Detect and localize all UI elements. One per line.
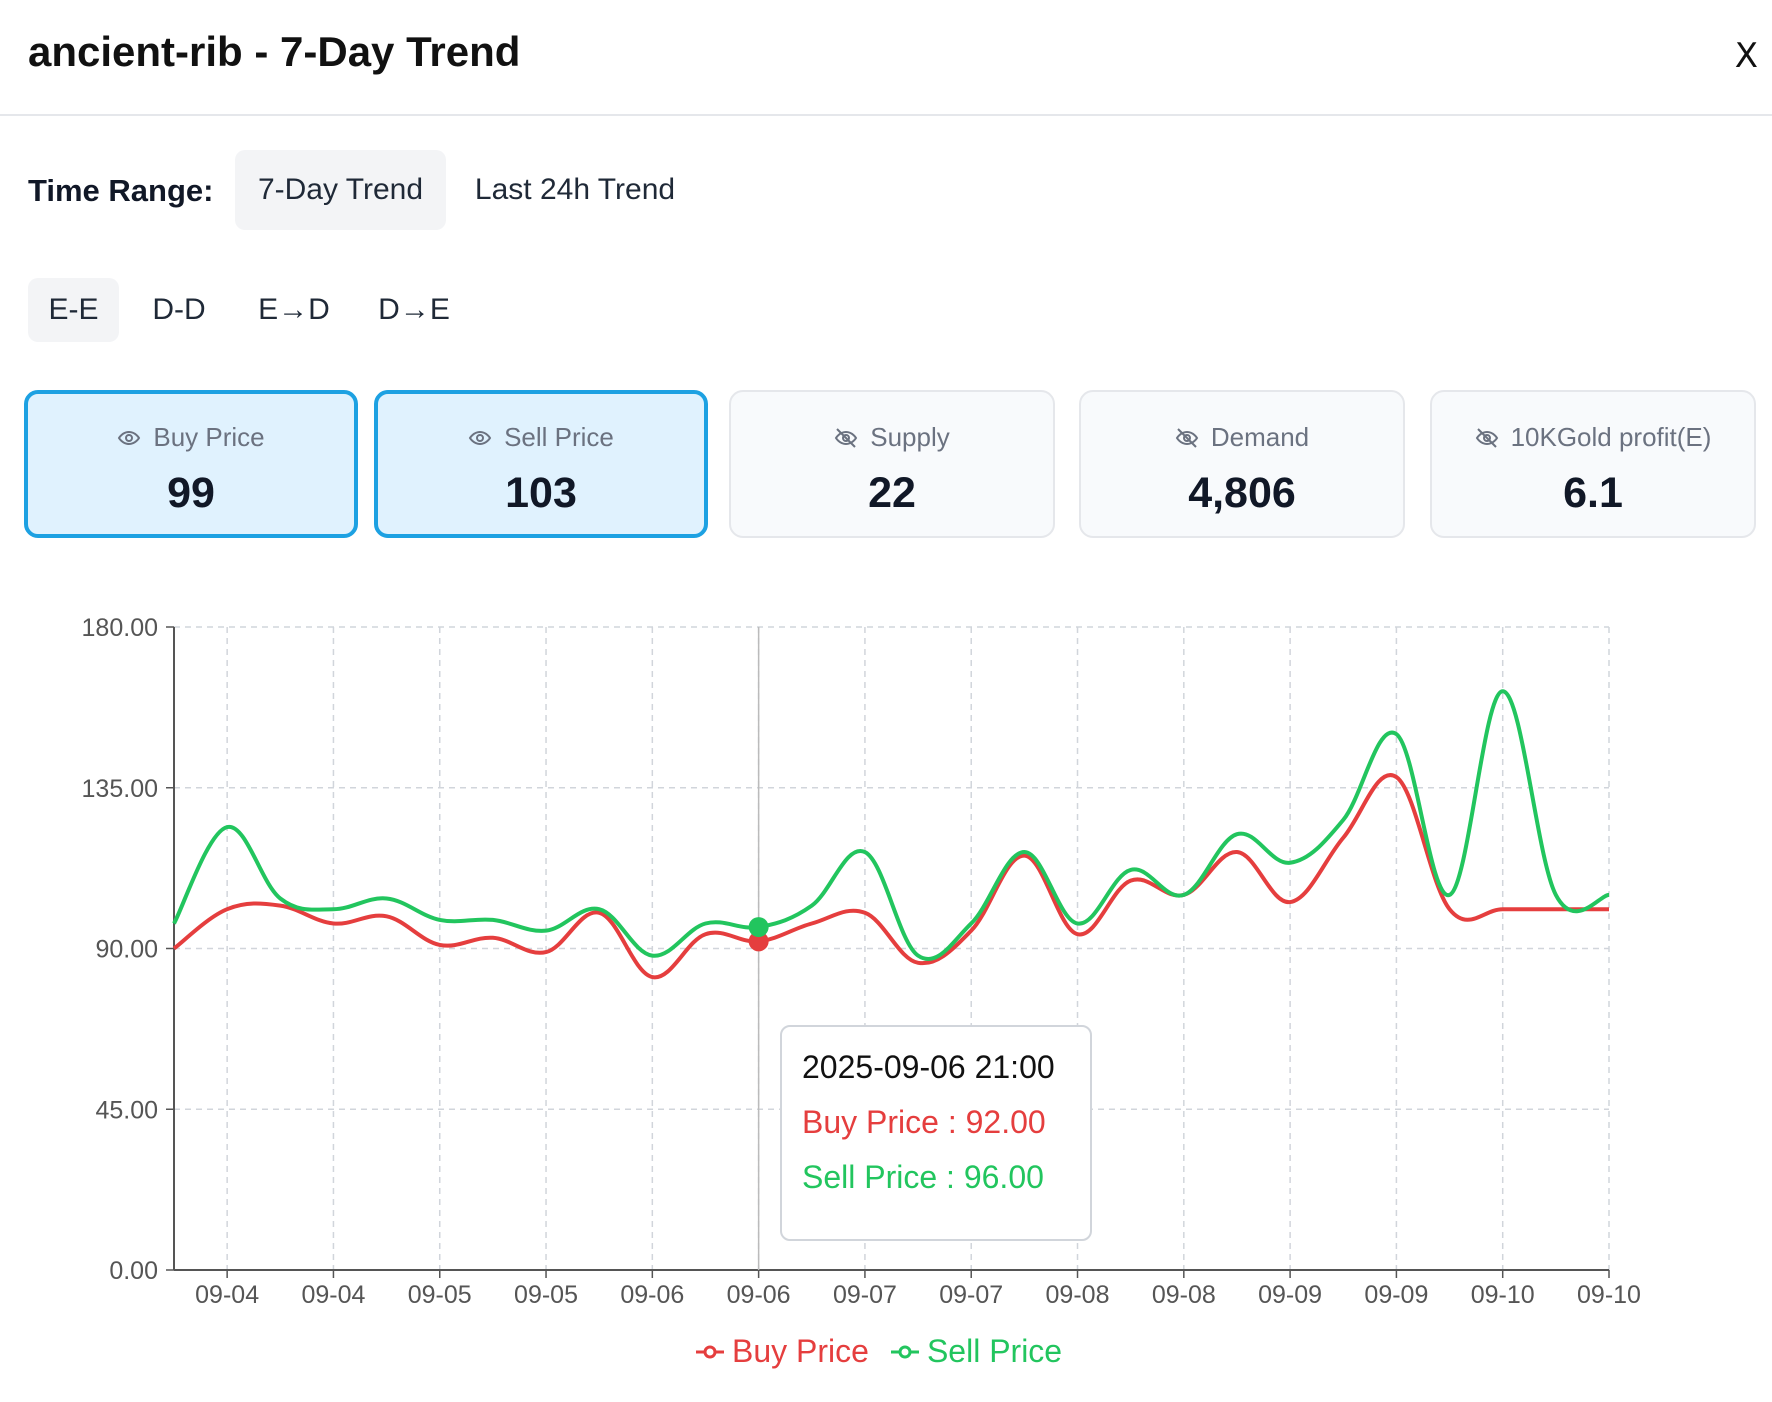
metric-value: 103 — [505, 469, 577, 517]
metric-label: Buy Price — [153, 422, 265, 452]
eye-off-icon — [1175, 427, 1199, 448]
eye-off-icon — [1475, 427, 1498, 448]
metric-card-supply[interactable]: Supply 22 — [729, 390, 1055, 538]
metric-card-demand[interactable]: Demand 4,806 — [1079, 390, 1405, 538]
line-marker-icon — [890, 1345, 919, 1358]
metric-card-buy-price[interactable]: Buy Price 99 — [24, 390, 358, 538]
mode-d-d[interactable]: D-D — [152, 293, 206, 326]
x-tick-label: 09-10 — [1471, 1281, 1535, 1309]
legend-item-sell[interactable]: Sell Price — [890, 1333, 1063, 1370]
eye-icon — [118, 430, 141, 445]
x-tick-label: 09-05 — [514, 1281, 578, 1309]
x-tick-label: 09-09 — [1364, 1281, 1428, 1309]
buy-price-line — [172, 773, 1609, 980]
eye-icon — [468, 430, 492, 445]
x-tick-label: 09-06 — [727, 1281, 791, 1309]
metric-value: 22 — [868, 469, 916, 517]
tooltip-time: 2025-09-06 21:00 — [802, 1049, 1055, 1085]
tooltip-sell-price: Sell Price : 96.00 — [802, 1159, 1044, 1195]
y-tick-label: 180.00 — [82, 614, 158, 642]
metric-value: 99 — [167, 469, 215, 517]
y-tick-label: 0.00 — [109, 1257, 158, 1285]
modal-title: ancient-rib - 7-Day Trend — [28, 28, 521, 75]
chart-legend: Buy Price Sell Price — [696, 1333, 1062, 1370]
metric-card-sell-price[interactable]: Sell Price 103 — [374, 390, 708, 538]
x-tick-label: 09-10 — [1577, 1281, 1641, 1309]
metric-label: 10KGold profit(E) — [1510, 422, 1712, 452]
eye-off-icon — [835, 427, 858, 448]
metric-value: 4,806 — [1188, 469, 1296, 517]
buy-price-point — [748, 931, 769, 952]
x-tick-label: 09-05 — [408, 1281, 472, 1309]
time-range-label: Time Range: — [28, 173, 214, 208]
metric-value: 6.1 — [1563, 469, 1623, 517]
chart-tooltip: 2025-09-06 21:00 Buy Price : 92.00 Sell … — [780, 1025, 1092, 1241]
x-tick-label: 09-04 — [301, 1281, 365, 1309]
close-button[interactable]: X — [1734, 36, 1758, 76]
y-tick-label: 45.00 — [95, 1096, 158, 1124]
x-tick-label: 09-04 — [195, 1281, 259, 1309]
y-tick-label: 135.00 — [82, 775, 158, 803]
legend-label: Buy Price — [732, 1333, 869, 1369]
x-tick-label: 09-08 — [1046, 1281, 1110, 1309]
metric-label: Supply — [870, 422, 950, 452]
mode-e-e[interactable]: E-E — [28, 278, 119, 342]
sell-price-point — [748, 917, 769, 938]
line-marker-icon — [696, 1345, 724, 1358]
mode-e-to-d[interactable]: E→D — [258, 293, 330, 326]
tab-7-day-trend[interactable]: 7-Day Trend — [235, 150, 446, 230]
x-tick-label: 09-07 — [939, 1281, 1003, 1309]
sell-price-line — [172, 689, 1610, 961]
x-tick-label: 09-06 — [620, 1281, 684, 1309]
x-tick-label: 09-07 — [833, 1281, 897, 1309]
metric-label: Demand — [1210, 422, 1310, 452]
y-tick-label: 90.00 — [95, 936, 158, 964]
x-tick-label: 09-08 — [1152, 1281, 1216, 1309]
tab-last-24h-trend[interactable]: Last 24h Trend — [474, 173, 676, 206]
mode-d-to-e[interactable]: D→E — [378, 293, 450, 326]
tooltip-buy-price: Buy Price : 92.00 — [802, 1104, 1046, 1140]
modal-header: ancient-rib - 7-Day Trend X — [0, 0, 1772, 116]
legend-item-buy[interactable]: Buy Price — [696, 1333, 869, 1370]
legend-label: Sell Price — [926, 1333, 1063, 1369]
metric-card-gold-profit[interactable]: 10KGold profit(E) 6.1 — [1430, 390, 1756, 538]
metric-label: Sell Price — [504, 422, 614, 452]
x-tick-label: 09-09 — [1258, 1281, 1322, 1309]
